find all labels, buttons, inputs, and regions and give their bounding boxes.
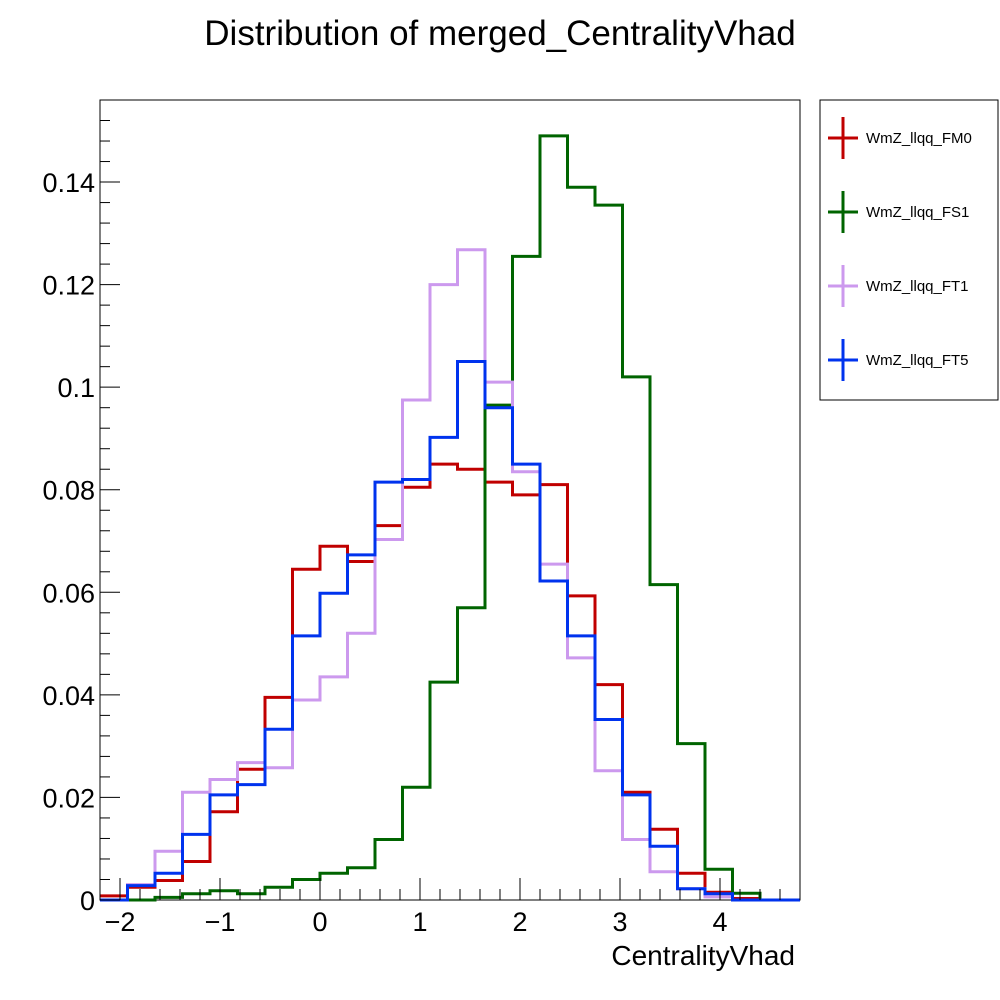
axis-layer: −2 −1 0 1 2 3 4 0 0.02 0.04 0.06 0.08 0.1 0.12 0.14 bbox=[42, 99, 801, 937]
legend: WmZ_llqq_FM0 WmZ_llqq_FS1 WmZ_llqq_FT1 WmZ_… bbox=[819, 99, 999, 401]
x-axis-label: CentralityVhad bbox=[611, 940, 795, 971]
x-tick-label: −1 bbox=[205, 907, 236, 937]
x-tick-label: 0 bbox=[312, 907, 327, 937]
y-tick-label: 0.14 bbox=[42, 168, 95, 198]
x-tick-label: 1 bbox=[412, 907, 427, 937]
plot-frame bbox=[99, 99, 801, 901]
legend-label: WmZ_llqq_FT5 bbox=[866, 352, 969, 369]
y-tick-label: 0.06 bbox=[42, 578, 95, 608]
x-tick-label: −2 bbox=[105, 907, 136, 937]
chart-title: Distribution of merged_CentralityVhad bbox=[204, 14, 795, 53]
y-tick-label: 0.1 bbox=[57, 373, 95, 403]
y-tick-label: 0.12 bbox=[42, 271, 95, 301]
legend-label: WmZ_llqq_FT1 bbox=[866, 278, 969, 295]
y-tick-label: 0.08 bbox=[42, 476, 95, 506]
y-tick-label: 0.02 bbox=[42, 783, 95, 813]
legend-label: WmZ_llqq_FS1 bbox=[866, 204, 969, 221]
y-tick-label: 0 bbox=[80, 886, 95, 916]
series-layer bbox=[100, 134, 800, 902]
x-tick-label: 3 bbox=[612, 907, 627, 937]
series-line-2 bbox=[100, 248, 800, 902]
y-tick-label: 0.04 bbox=[42, 681, 95, 711]
series-line-3 bbox=[100, 360, 800, 902]
x-tick-label: 4 bbox=[712, 907, 727, 937]
series-line-1 bbox=[100, 134, 800, 902]
x-tick-label: 2 bbox=[512, 907, 527, 937]
legend-frame bbox=[819, 99, 999, 401]
legend-label: WmZ_llqq_FM0 bbox=[866, 130, 972, 147]
